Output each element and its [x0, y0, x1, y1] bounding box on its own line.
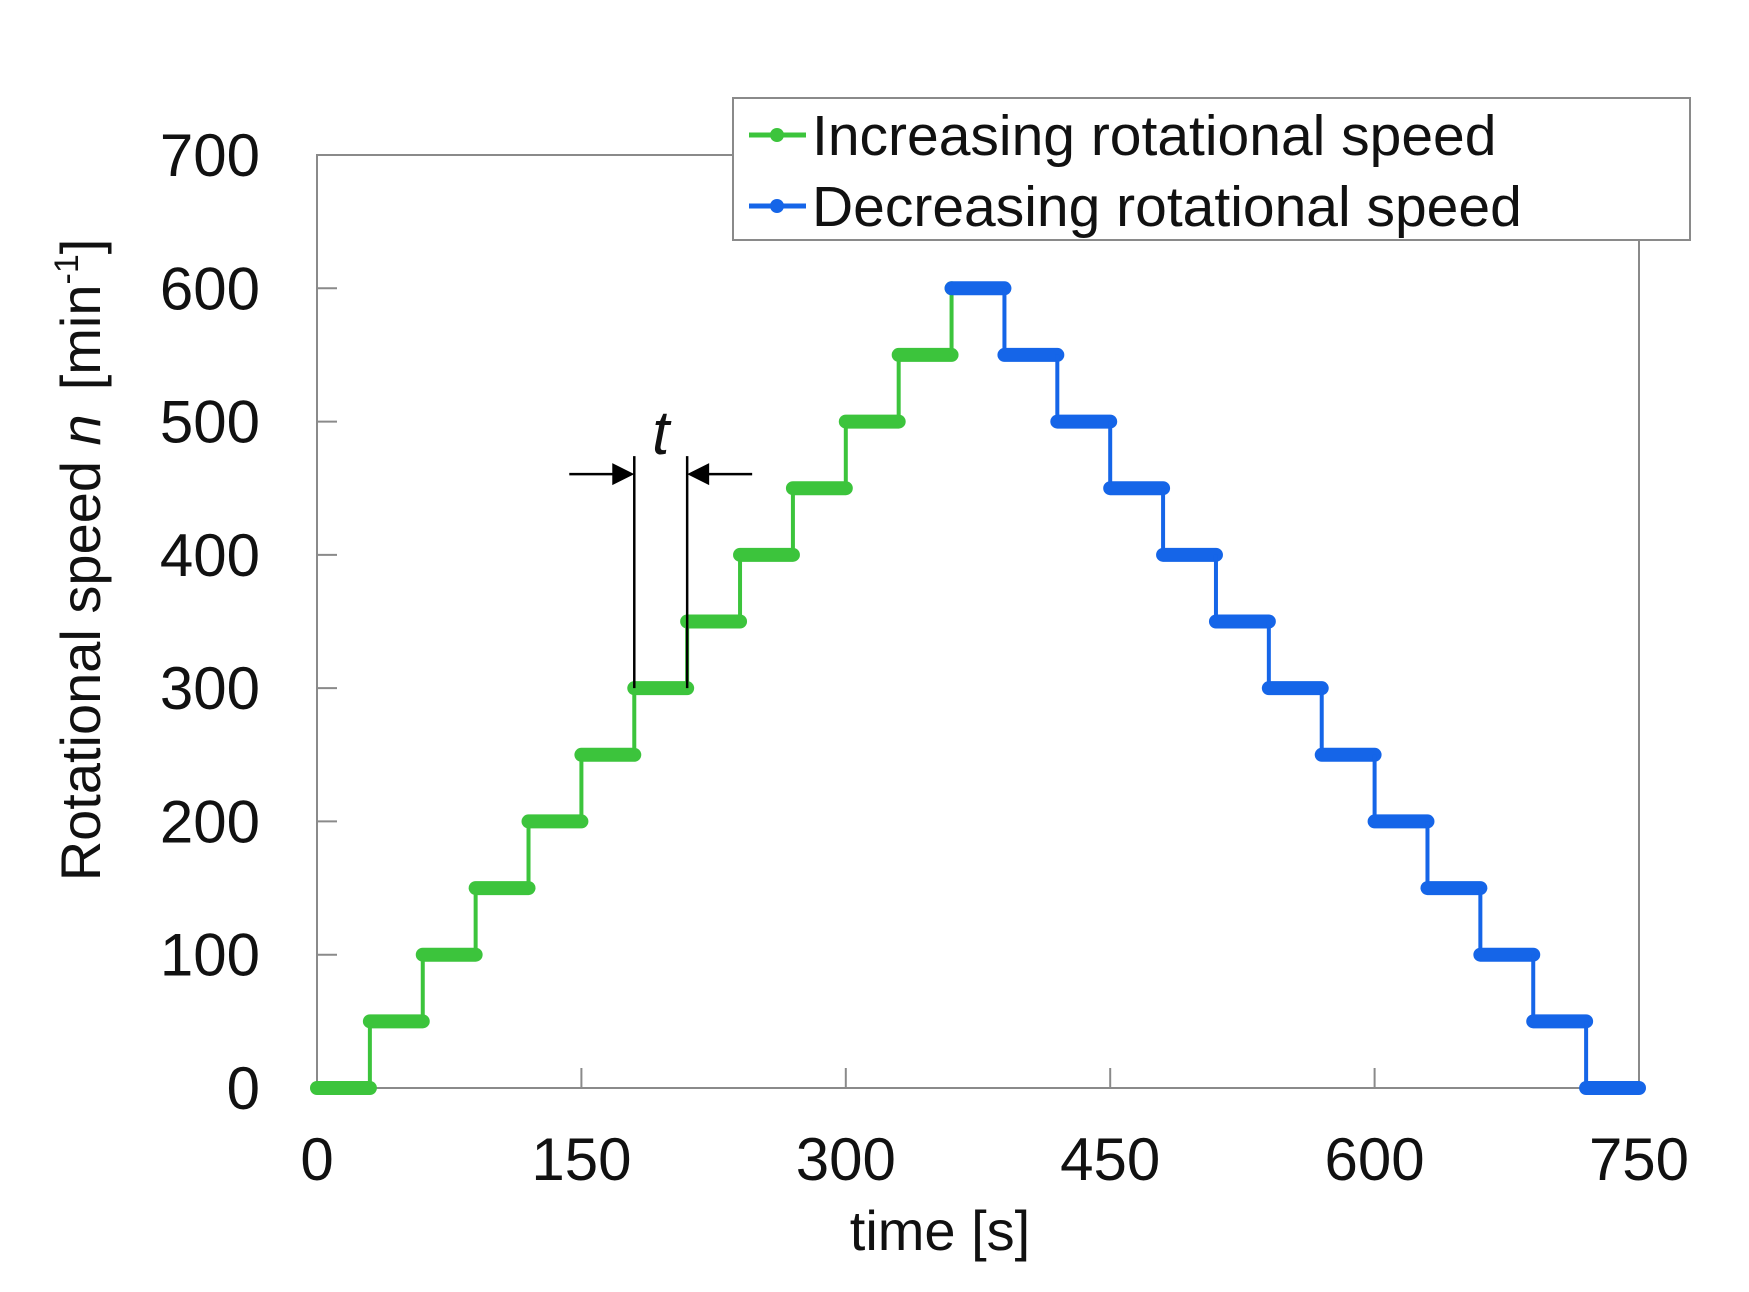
series-decreasing — [944, 281, 1646, 1095]
y-tick-label: 300 — [160, 655, 260, 722]
x-tick-label: 600 — [1325, 1126, 1425, 1193]
x-axis-label: time [s] — [850, 1199, 1030, 1262]
series-layer — [310, 281, 1646, 1095]
y-axis-label-unit: [min — [49, 284, 112, 390]
legend-increasing-label: Increasing rotational speed — [812, 104, 1496, 168]
x-tick-label: 0 — [300, 1126, 333, 1193]
y-tick-label: 100 — [160, 922, 260, 989]
y-tick-label: 200 — [160, 788, 260, 855]
y-axis-label-prefix: Rotational speed — [49, 445, 112, 881]
legend-box — [732, 97, 1691, 241]
y-tick-label: 600 — [160, 255, 260, 322]
y-axis: 0 100 200 300 400 500 600 700 — [160, 122, 337, 1122]
x-tick-label: 750 — [1589, 1126, 1689, 1193]
x-axis: 0 150 300 450 600 750 — [300, 1068, 1689, 1193]
step-duration-annotation: t — [569, 399, 753, 689]
x-tick-label: 300 — [796, 1126, 896, 1193]
y-axis-label: Rotational speed n [min-1] — [48, 239, 112, 882]
series-increasing — [310, 281, 959, 1095]
y-tick-label: 400 — [160, 522, 260, 589]
x-tick-label: 150 — [531, 1126, 631, 1193]
legend-decreasing-label: Decreasing rotational speed — [812, 175, 1522, 239]
y-tick-label: 500 — [160, 389, 260, 456]
legend-increasing-marker — [770, 128, 784, 142]
y-axis-label-symbol: n — [49, 414, 112, 445]
y-tick-label: 700 — [160, 122, 260, 189]
x-tick-label: 450 — [1060, 1126, 1160, 1193]
y-axis-label-unit-close: ] — [49, 239, 112, 255]
y-tick-label: 0 — [227, 1055, 260, 1122]
annotation-right-arrowhead — [687, 463, 710, 486]
annotation-left-arrowhead — [612, 463, 635, 486]
y-axis-label-unit-superscript: -1 — [48, 254, 86, 284]
annotation-label-t: t — [652, 399, 672, 468]
legend: Increasing rotational speed Decreasing r… — [732, 97, 1691, 241]
legend-decreasing-marker — [770, 199, 784, 213]
